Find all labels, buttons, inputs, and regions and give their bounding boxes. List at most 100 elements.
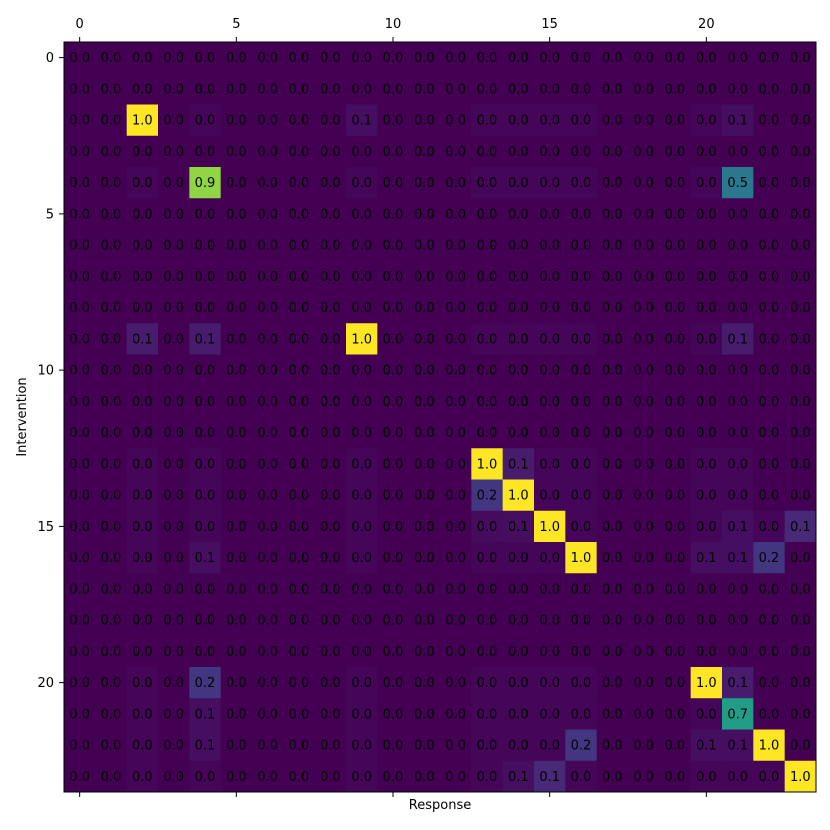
heatmap-cell [753,73,786,105]
heatmap-cell-label: 0.0 [320,145,341,160]
heatmap-cell [158,667,190,699]
heatmap-cell-label: 0.0 [226,395,247,410]
heatmap-cell-label: 0.0 [195,520,216,535]
heatmap-cell-label: 0.0 [320,114,341,129]
heatmap-cell-label: 0.1 [539,770,560,785]
heatmap-cell-label: 0.0 [289,707,310,722]
heatmap-cell [314,667,347,699]
heatmap-cell-label: 0.0 [539,301,560,316]
heatmap-cell-label: 0.0 [132,707,153,722]
heatmap-cell [189,510,222,543]
heatmap-cell [189,323,222,355]
heatmap-cell [95,573,128,605]
heatmap-cell [95,73,128,105]
heatmap-cell [440,729,472,762]
heatmap-cell [126,698,159,730]
heatmap-cell [126,260,159,293]
heatmap-cell-label: 0.0 [665,551,686,566]
heatmap-cell-label: 0.0 [477,676,498,691]
heatmap-cell-label: 0.0 [539,395,560,410]
heatmap-cell-label: 0.0 [727,270,748,285]
heatmap-cell-label: 0.0 [163,645,184,660]
heatmap-cell-label: 0.0 [539,145,560,160]
heatmap-cell [690,260,723,293]
heatmap-cell-label: 0.0 [101,301,122,316]
heatmap-cell [722,323,754,355]
heatmap-cell-label: 0.0 [696,395,717,410]
heatmap-cell-label: 0.0 [195,51,216,66]
heatmap-cell [314,260,347,293]
heatmap-cell-label: 0.0 [602,645,623,660]
heatmap-cell-label: 0.0 [257,676,278,691]
heatmap-cell [722,635,754,668]
heatmap-cell-label: 0.5 [727,176,748,191]
heatmap-cell-label: 0.0 [508,739,529,754]
heatmap-cell-label: 0.0 [257,176,278,191]
heatmap-cell [784,260,817,293]
heatmap-cell-label: 0.0 [383,645,404,660]
heatmap-cell-label: 0.0 [665,770,686,785]
heatmap-cell [220,542,253,574]
heatmap-cell [283,42,316,74]
heatmap-cell-label: 0.0 [351,270,372,285]
heatmap-cell-label: 0.0 [539,51,560,66]
heatmap-cell-label: 1.0 [571,551,592,566]
heatmap-cell-label: 0.0 [665,145,686,160]
heatmap-cell-label: 0.0 [289,551,310,566]
heatmap-cell-label: 0.0 [602,395,623,410]
heatmap-cell [690,354,723,387]
heatmap-cell [690,42,723,74]
heatmap-cell [283,104,316,137]
heatmap-cell-label: 0.0 [665,51,686,66]
heatmap-cell [95,729,128,762]
heatmap-cell [346,135,378,168]
heatmap-cell-label: 0.0 [727,645,748,660]
heatmap-cell [565,667,598,699]
heatmap-cell [534,198,566,230]
heatmap-cell [628,229,660,262]
heatmap-cell [471,73,504,105]
heatmap-cell-label: 0.1 [508,770,529,785]
heatmap-cell [471,635,504,668]
heatmap-cell-label: 0.0 [414,770,435,785]
heatmap-cell-label: 0.0 [383,614,404,629]
heatmap-cell-label: 0.0 [351,145,372,160]
heatmap-cell-label: 0.0 [602,364,623,379]
x-tick-label: 10 [385,17,402,32]
heatmap-cell-label: 0.1 [195,332,216,347]
heatmap-cell-label: 0.0 [571,114,592,129]
heatmap-cell-label: 0.0 [539,739,560,754]
heatmap-cell [346,385,378,418]
heatmap-cell-label: 0.0 [633,582,654,597]
heatmap-cell [784,135,817,168]
heatmap-cell [408,667,441,699]
heatmap-cell [283,729,316,762]
heatmap-cell [502,510,535,543]
heatmap-cell [252,698,284,730]
heatmap-cell [158,635,190,668]
heatmap-cell-label: 0.0 [195,582,216,597]
heatmap-cell-label: 0.0 [539,332,560,347]
heatmap-cell [64,260,96,293]
heatmap-cell-label: 0.0 [226,114,247,129]
heatmap-cell [408,198,441,230]
heatmap-cell-label: 0.0 [414,739,435,754]
heatmap-cell-label: 0.0 [101,114,122,129]
heatmap-cell [784,73,817,105]
heatmap-cell [628,760,660,793]
heatmap-cell-label: 0.0 [289,207,310,222]
heatmap-cell-label: 0.0 [226,207,247,222]
heatmap-cell [64,323,96,355]
heatmap-cell-label: 0.0 [132,207,153,222]
y-axis-label: Intervention [15,377,30,456]
heatmap-cell [158,292,190,324]
heatmap-cell-label: 0.0 [790,426,811,441]
heatmap-cell [628,260,660,293]
heatmap-cell-label: 0.0 [414,489,435,504]
heatmap-cell [408,510,441,543]
heatmap-cell [377,667,410,699]
heatmap-cell [471,260,504,293]
heatmap-cell-label: 0.0 [571,395,592,410]
heatmap-cell-label: 0.2 [477,489,498,504]
heatmap-cell-label: 0.0 [602,176,623,191]
